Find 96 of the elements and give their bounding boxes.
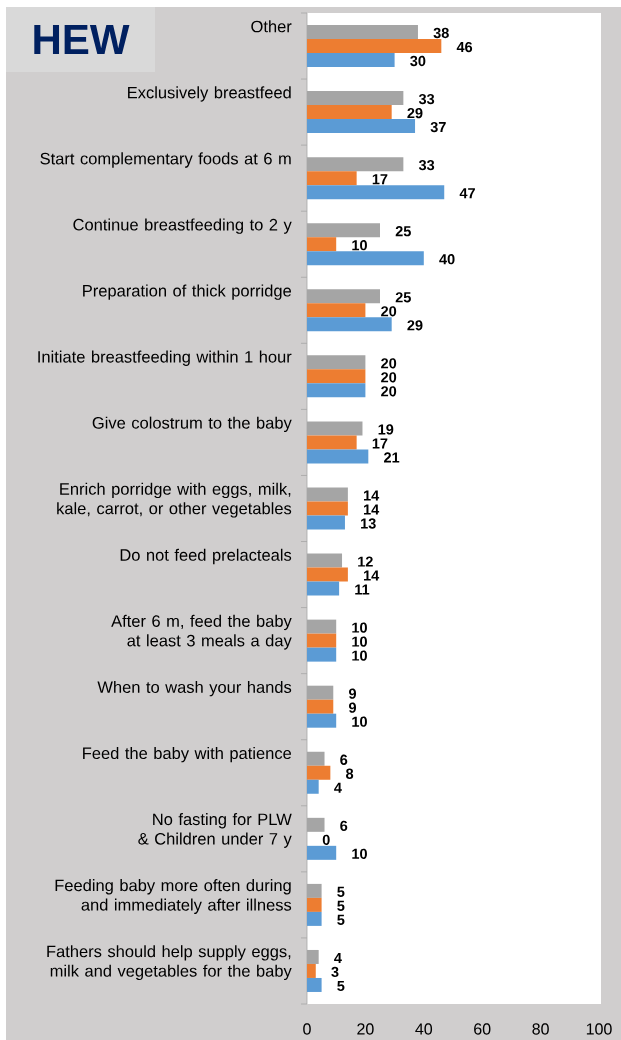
data-label: 20	[381, 358, 397, 369]
x-tick-label: 100	[586, 1023, 612, 1035]
bar	[307, 501, 348, 516]
data-label: 12	[358, 556, 373, 567]
data-label: 25	[395, 226, 411, 237]
y-tick-label: Feeding baby more often during and immediately after illness	[55, 879, 292, 914]
data-label: 10	[352, 622, 367, 633]
x-tick-label: 20	[357, 1023, 374, 1035]
data-label: 38	[433, 27, 449, 39]
bar	[307, 647, 337, 662]
x-tick-label: 0	[303, 1023, 311, 1035]
data-label: 10	[352, 636, 367, 647]
data-label: 33	[418, 160, 435, 171]
bar	[307, 39, 442, 54]
bar	[307, 171, 357, 186]
y-tick-label: Start complementary foods at 6 m	[40, 152, 291, 168]
bar	[307, 897, 322, 912]
data-label: 47	[459, 188, 475, 199]
bar	[307, 699, 334, 714]
bar	[307, 515, 345, 530]
x-tick-label: 60	[474, 1023, 491, 1035]
data-label: 19	[378, 424, 394, 435]
data-label: 29	[407, 107, 423, 119]
bar	[307, 963, 316, 978]
data-label: 6	[340, 820, 348, 831]
bar	[307, 845, 337, 860]
y-tick-label: Initiate breastfeeding within 1 hour	[38, 350, 292, 366]
bar	[307, 977, 322, 992]
data-label: 10	[352, 716, 367, 727]
data-label: 6	[340, 754, 348, 765]
bar	[307, 369, 366, 384]
data-label: 5	[337, 900, 345, 911]
data-label: 11	[355, 584, 370, 595]
bar	[307, 53, 395, 68]
bar	[307, 237, 337, 252]
bar	[307, 779, 319, 794]
data-label: 37	[430, 121, 446, 133]
y-tick-label: Give colostrum to the baby	[92, 416, 292, 432]
bar	[307, 449, 369, 464]
data-label: 14	[363, 490, 380, 501]
bar	[307, 303, 366, 318]
y-tick-label: Preparation of thick porridge	[83, 284, 292, 300]
y-tick-label: Continue breastfeeding to 2 y	[73, 218, 292, 234]
data-label: 9	[348, 688, 357, 699]
y-tick-label: When to wash your hands	[97, 680, 292, 697]
data-label: 8	[346, 768, 354, 779]
data-label: 9	[348, 702, 357, 713]
x-tick-label: 80	[532, 1023, 549, 1035]
data-label: 40	[439, 254, 455, 265]
data-label: 13	[361, 518, 376, 529]
bar	[307, 713, 337, 728]
bar	[307, 317, 392, 332]
data-label: 10	[352, 240, 367, 251]
y-tick-label: No fasting for PLW & Children under 7 y	[138, 813, 292, 848]
data-label: 4	[334, 782, 342, 793]
y-tick-label: After 6 m, feed the baby at least 3 meals a day	[111, 614, 292, 650]
data-label: 5	[337, 914, 345, 925]
data-label: 5	[337, 980, 345, 992]
data-label: 46	[456, 41, 473, 53]
data-label: 10	[352, 848, 367, 859]
bar	[307, 765, 331, 780]
x-tick-label: 40	[415, 1023, 433, 1035]
bar	[307, 251, 424, 266]
data-label: 4	[334, 952, 342, 963]
bar	[307, 581, 340, 596]
data-label: 29	[407, 320, 423, 331]
data-label: 21	[384, 452, 400, 463]
data-label: 17	[372, 174, 388, 185]
bar	[307, 435, 357, 450]
data-label: 25	[395, 292, 411, 303]
data-label: 20	[381, 372, 397, 383]
y-tick-label: Fathers should help supply eggs, milk and vegetables for the baby	[47, 945, 292, 981]
bar	[307, 911, 322, 926]
data-label: 14	[363, 570, 380, 581]
data-label: 30	[410, 55, 426, 67]
bar	[307, 383, 366, 398]
bar	[307, 185, 445, 200]
chart-title: HEW	[34, 25, 130, 54]
data-label: 3	[331, 966, 339, 978]
y-tick-label: Do not feed prelacteals	[120, 548, 292, 565]
data-label: 10	[352, 650, 367, 661]
bar	[307, 105, 392, 120]
bar	[307, 567, 348, 582]
data-label: 20	[381, 386, 397, 397]
data-label: 5	[337, 886, 345, 897]
bar	[307, 633, 337, 648]
y-tick-label: Enrich porridge with eggs, milk, kale, carrot, or other vegetables	[57, 482, 292, 518]
data-label: 33	[418, 93, 435, 105]
data-label: 17	[372, 438, 388, 449]
y-tick-label: Exclusively breastfeed	[128, 86, 291, 102]
data-label: 14	[363, 504, 380, 515]
y-tick-label: Feed the baby with patience	[83, 746, 292, 763]
bar	[307, 119, 416, 134]
data-label: 0	[322, 834, 330, 845]
y-tick-label: Other	[251, 20, 292, 33]
data-label: 20	[381, 306, 397, 317]
